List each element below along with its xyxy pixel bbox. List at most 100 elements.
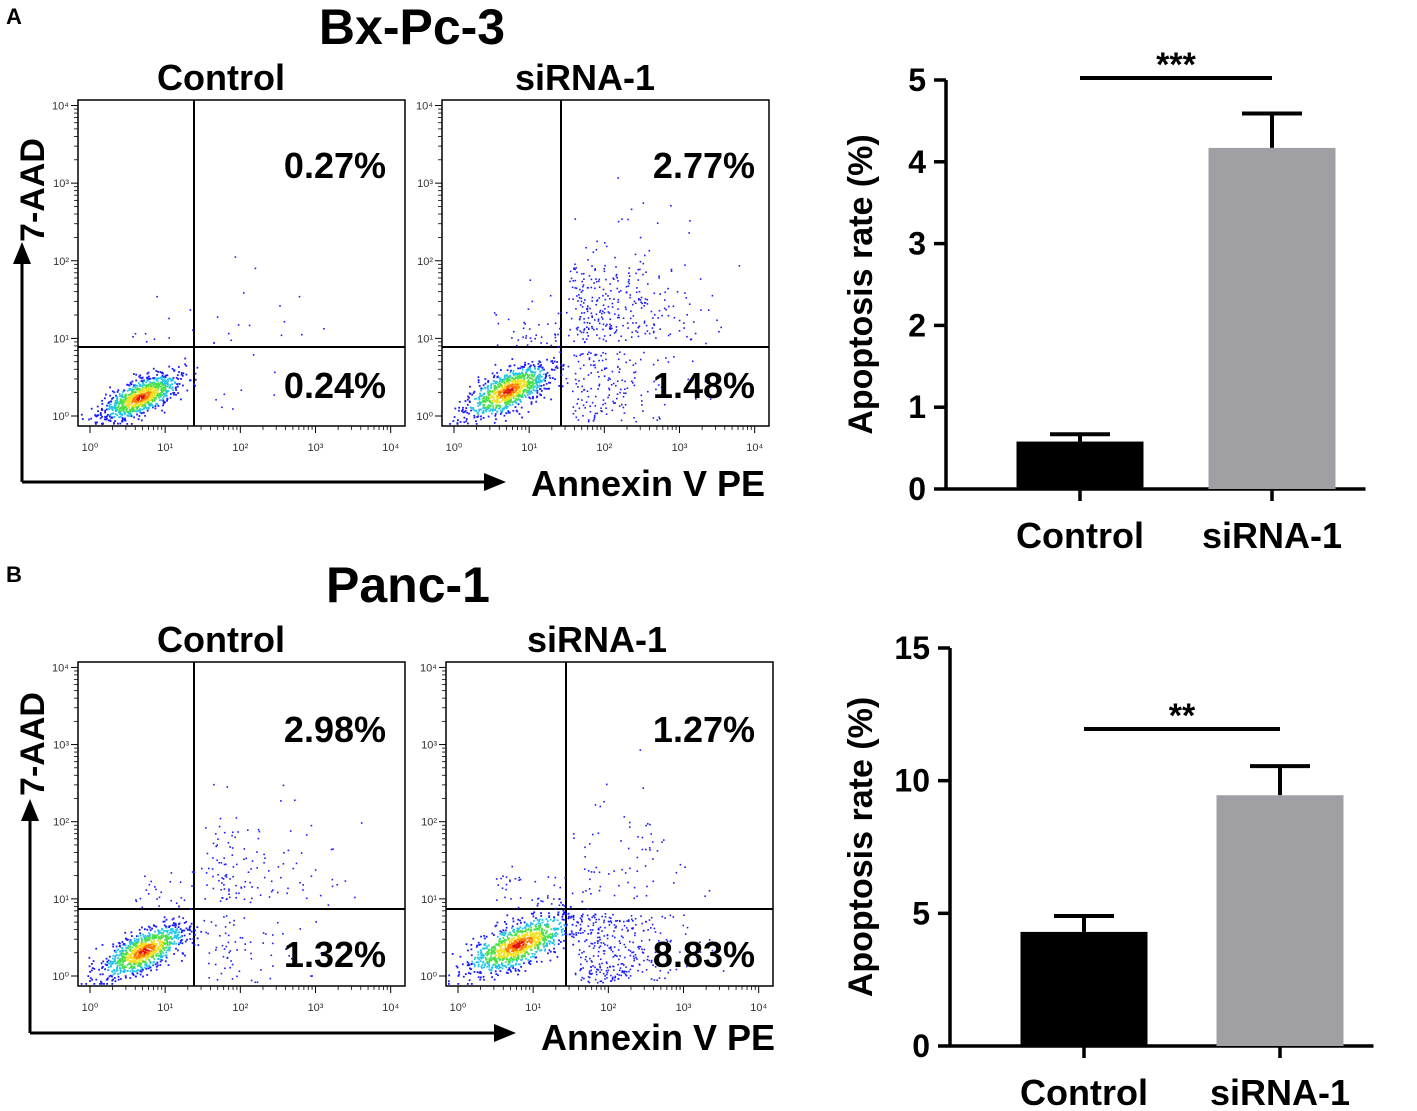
event-dot [150,880,152,883]
event-dot [531,953,534,955]
event-dot [140,412,143,414]
event-dot [490,955,492,958]
event-dot [481,954,484,956]
event-dot [572,390,574,393]
event-dot [114,977,116,979]
event-dot [558,923,561,926]
event-dot [147,952,150,955]
event-dot [600,316,603,318]
event-dot [642,262,645,265]
event-dot [228,332,230,335]
event-dot [124,395,127,397]
event-dot [319,894,322,897]
event-dot [145,388,148,390]
event-dot [613,298,615,300]
event-dot [124,413,126,415]
event-dot [523,381,526,383]
event-dot [587,395,590,398]
event-dot [167,380,169,383]
event-dot [605,278,607,281]
event-dot [147,954,150,957]
event-dot [503,964,506,967]
event-dot [163,930,166,932]
event-dot [165,925,167,928]
event-dot [593,282,595,284]
event-dot [243,886,246,888]
event-dot [156,964,159,967]
event-dot [160,935,162,938]
event-dot [133,955,136,958]
event-dot [150,941,153,944]
event-dot [686,335,688,338]
event-dot [617,301,619,303]
event-dot [588,888,591,890]
event-dot [98,968,100,971]
event-dot [510,399,512,402]
event-dot [570,317,573,320]
event-dot [147,402,150,405]
event-dot [659,418,661,420]
event-dot [518,939,521,942]
event-dot [197,944,200,946]
event-dot [537,377,539,380]
event-dot [598,322,601,325]
event-dot [536,392,539,394]
event-dot [604,298,607,301]
event-dot [216,859,218,862]
event-dot [144,951,147,954]
event-dot [598,383,601,386]
event-dot [530,946,533,949]
event-dot [557,333,559,336]
event-dot [121,959,124,962]
event-dot [146,407,148,409]
flow-plot-title: siRNA-1 [527,619,667,660]
event-dot [243,848,246,850]
event-dot [512,953,515,955]
event-dot [298,295,301,298]
event-dot [161,940,164,943]
event-dot [493,949,496,952]
event-dot [121,406,123,409]
event-dot [585,401,588,403]
event-dot [494,380,497,383]
event-dot [225,873,228,876]
event-dot [499,946,502,949]
event-dot [132,959,135,962]
event-dot [616,380,619,382]
event-dot [133,384,135,387]
event-dot [131,388,134,391]
event-dot [490,383,493,385]
event-dot [522,944,525,946]
event-dot [150,403,153,406]
event-dot [545,374,548,377]
event-dot [175,393,177,396]
event-dot [542,934,545,937]
y-tick-label: 10⁰ [52,971,69,983]
event-dot [143,391,145,393]
event-dot [550,344,553,347]
event-dot [181,374,184,377]
event-dot [272,934,274,936]
event-dot [628,279,630,281]
event-dot [660,386,663,388]
event-dot [487,396,490,399]
event-dot [497,957,500,959]
event-dot [168,943,171,946]
event-dot [510,946,513,949]
event-dot [495,400,498,403]
event-dot [174,931,177,934]
event-dot [147,392,150,395]
event-dot [540,937,543,940]
y-tick-label: 10² [53,817,69,829]
event-dot [580,297,583,300]
event-dot [597,942,599,944]
event-dot [633,417,635,419]
event-dot [475,397,478,400]
event-dot [133,937,136,940]
event-dot [548,374,551,377]
event-dot [168,948,171,951]
event-dot [500,369,502,371]
event-dot [263,876,266,879]
event-dot [170,380,173,382]
